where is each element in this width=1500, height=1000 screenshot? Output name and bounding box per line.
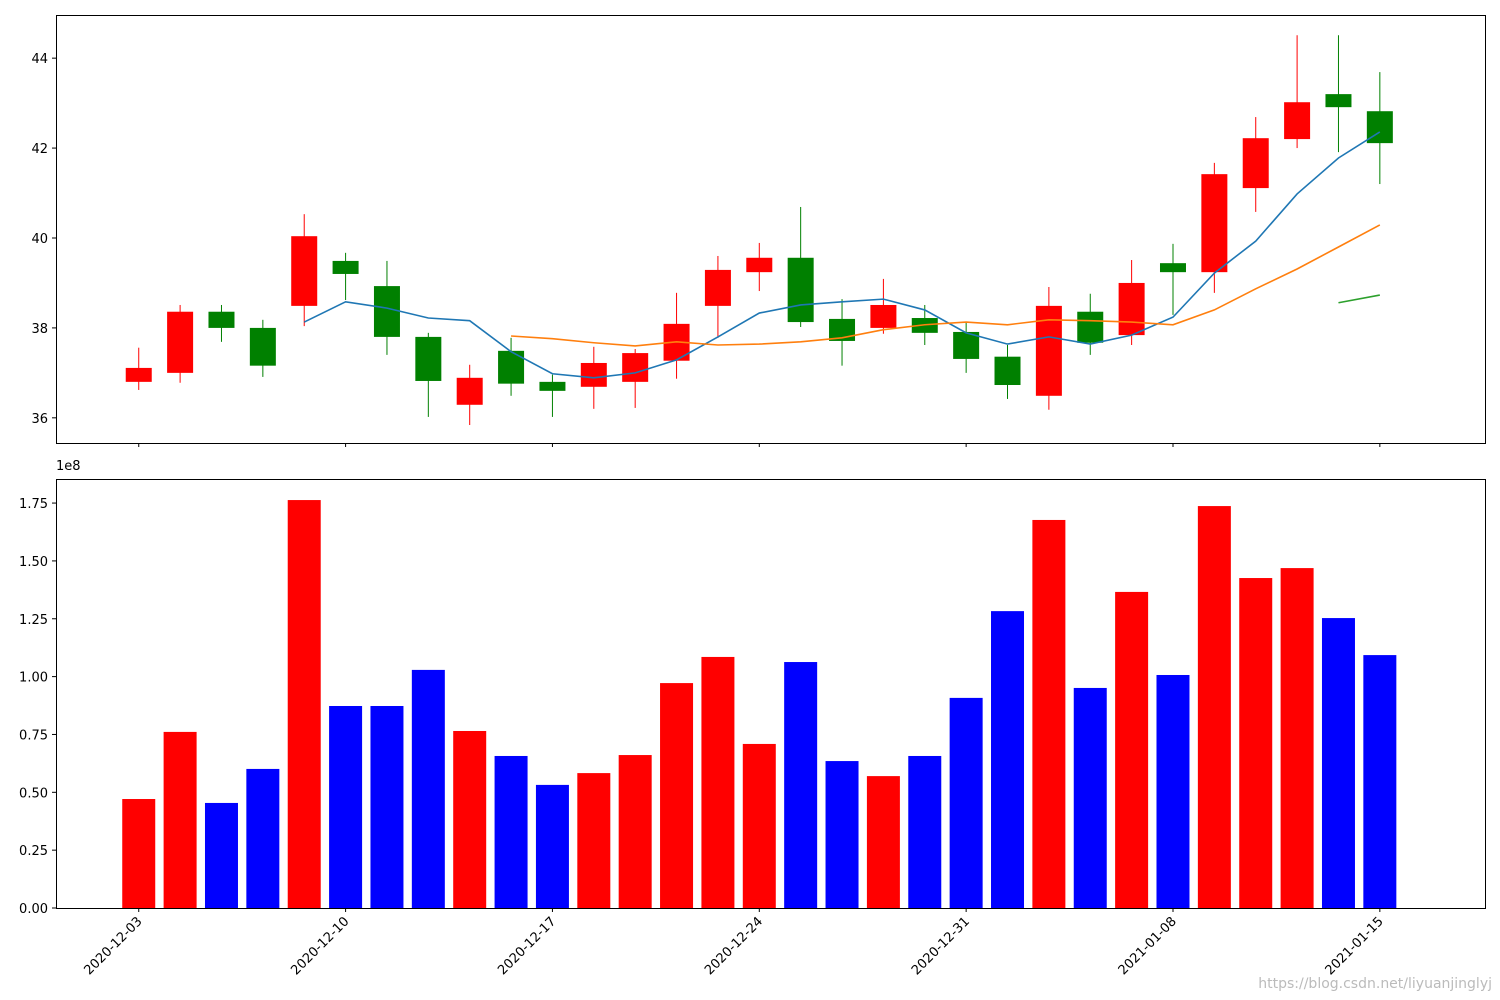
candle-body	[1242, 138, 1269, 189]
volume-bar	[204, 802, 238, 908]
price-frame	[56, 15, 1486, 444]
volume-bar	[949, 697, 983, 908]
volume-bar	[1321, 618, 1355, 908]
candle-body	[704, 269, 731, 306]
volume-bar	[991, 611, 1025, 908]
candle-body	[125, 367, 152, 382]
volume-bar	[1073, 687, 1107, 908]
volume-bar	[701, 656, 735, 908]
volume-bar	[1115, 591, 1149, 908]
candle-body	[953, 331, 980, 359]
watermark: https://blog.csdn.net/liyuanjinglyj	[1258, 976, 1492, 992]
volume-bar	[287, 500, 321, 908]
candle-body	[291, 236, 318, 306]
volume-bar	[122, 799, 156, 908]
volume-bar	[784, 662, 818, 908]
volume-bar	[742, 743, 776, 908]
volume-bar	[494, 755, 528, 908]
candle-body	[167, 311, 194, 373]
volume-bar	[535, 784, 569, 908]
volume-bar	[329, 705, 363, 908]
volume-bar	[825, 761, 859, 908]
volume-bar	[577, 773, 611, 908]
volume-bar	[1280, 568, 1314, 908]
volume-bar	[1363, 655, 1397, 908]
volume-bar	[453, 730, 487, 908]
y-tick-label: 42	[31, 142, 48, 157]
y-offset-label: 1e8	[56, 459, 81, 474]
candle-body	[456, 377, 483, 405]
y-tick-label: 1.50	[19, 555, 48, 570]
candle-body	[373, 286, 400, 337]
x-tick-label: 2020-12-10	[288, 914, 352, 978]
y-tick-label: 0.75	[19, 728, 48, 743]
volume-bar	[370, 705, 404, 908]
candle-body	[746, 257, 773, 273]
volume-bar	[246, 768, 280, 908]
y-tick-label: 40	[31, 232, 48, 247]
volume-bar	[163, 731, 197, 908]
volume-frame	[56, 479, 1486, 909]
y-tick-label: 38	[31, 322, 48, 337]
candle-body	[208, 311, 235, 328]
volume-bar	[411, 669, 445, 908]
volume-bar	[908, 755, 942, 908]
y-tick-label: 0.50	[19, 786, 48, 801]
candle-body	[580, 362, 607, 387]
candle-body	[829, 318, 856, 341]
candle-body	[1118, 282, 1145, 336]
y-tick-label: 44	[31, 52, 48, 67]
candle-body	[870, 304, 897, 328]
y-tick-label: 36	[31, 412, 48, 427]
candle-body	[1284, 102, 1311, 140]
candle-body	[622, 353, 649, 382]
x-tick-label: 2020-12-31	[909, 914, 973, 978]
candle-body	[415, 336, 442, 381]
y-tick-label: 0.00	[19, 902, 48, 917]
candle-body	[1201, 174, 1228, 273]
volume-bar	[1156, 674, 1190, 908]
moving-average-line	[303, 131, 1381, 379]
x-tick-label: 2021-01-15	[1323, 914, 1387, 978]
x-tick-label: 2020-12-24	[702, 914, 766, 978]
y-tick-label: 1.00	[19, 671, 48, 686]
candle-body	[539, 381, 566, 391]
x-tick-label: 2020-12-03	[82, 914, 146, 978]
candle-body	[249, 327, 276, 366]
candle-body	[994, 356, 1021, 386]
moving-average-line	[511, 224, 1381, 347]
candle-body	[332, 260, 359, 274]
x-tick-label: 2020-12-17	[495, 914, 559, 978]
volume-bar	[660, 683, 694, 908]
volume-bar	[618, 755, 652, 908]
y-tick-label: 1.75	[19, 497, 48, 512]
candle-body	[1325, 94, 1352, 108]
volume-bar	[866, 776, 900, 908]
volume-bar	[1032, 519, 1066, 908]
volume-bar	[1197, 506, 1231, 908]
candle-body	[1077, 311, 1104, 343]
x-tick-label: 2021-01-08	[1116, 914, 1180, 978]
volume-bar	[1239, 578, 1273, 908]
y-tick-label: 1.25	[19, 613, 48, 628]
moving-average-line	[1338, 294, 1380, 304]
y-tick-label: 0.25	[19, 844, 48, 859]
candle-body	[1159, 263, 1186, 273]
candle-body	[787, 257, 814, 323]
